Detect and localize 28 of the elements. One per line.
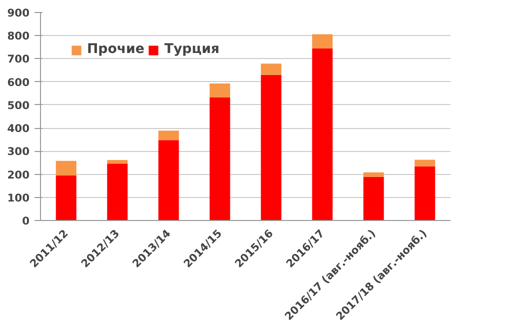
legend-label: Турция <box>164 42 220 57</box>
legend-label: Прочие <box>87 42 144 57</box>
bar <box>210 83 230 98</box>
bar <box>312 34 333 49</box>
y-tick-label: 500 <box>7 98 30 112</box>
bar <box>107 164 128 220</box>
y-tick-label: 200 <box>7 168 30 182</box>
bar <box>312 48 333 220</box>
bar <box>363 172 384 177</box>
y-tick-label: 300 <box>7 145 30 158</box>
y-tick-label: 900 <box>7 6 30 20</box>
bar <box>158 140 179 220</box>
bar <box>158 130 179 140</box>
y-tick-label: 600 <box>7 76 30 89</box>
bar <box>414 166 436 220</box>
y-tick-label: 700 <box>7 52 30 66</box>
bar <box>210 98 230 220</box>
y-tick-label: 800 <box>7 30 30 43</box>
bar <box>414 160 436 166</box>
y-tick-label: 100 <box>7 191 30 204</box>
bar <box>56 175 76 220</box>
bar <box>260 64 282 75</box>
y-tick-label: 400 <box>7 122 30 136</box>
y-tick-label: 0 <box>22 214 30 228</box>
bar <box>363 176 384 220</box>
bar <box>56 160 76 176</box>
bar <box>260 74 282 220</box>
bar <box>107 160 128 164</box>
